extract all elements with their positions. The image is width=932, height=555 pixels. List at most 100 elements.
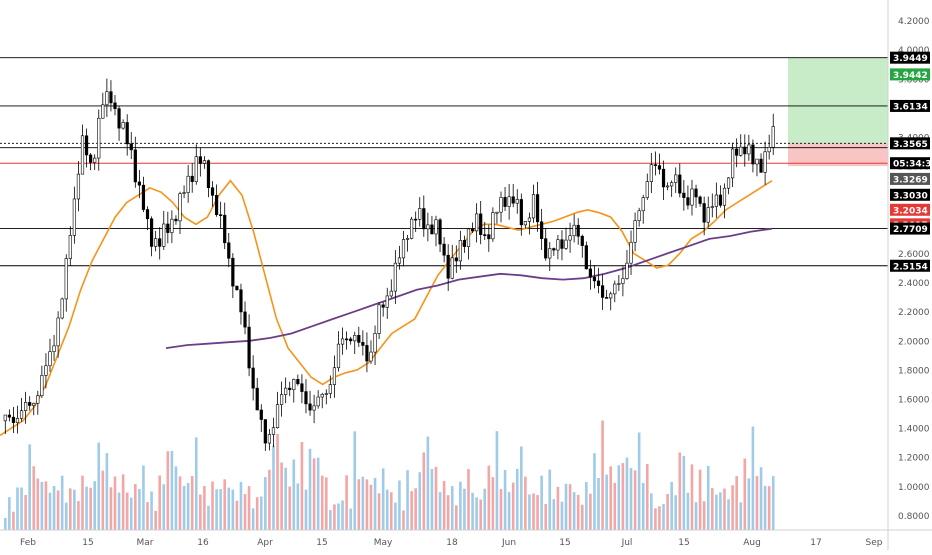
volume-bar bbox=[357, 479, 361, 530]
volume-bar bbox=[8, 497, 11, 530]
volume-bar bbox=[455, 505, 458, 530]
candle-up bbox=[40, 375, 44, 397]
y-tick-label: 1.4000 bbox=[898, 425, 930, 435]
x-tick-label: Jul bbox=[621, 538, 633, 548]
volume-bar bbox=[751, 426, 755, 530]
y-tick-label: 1.8000 bbox=[898, 366, 930, 376]
candle-down bbox=[141, 184, 146, 210]
volume-bar bbox=[223, 479, 227, 530]
candle-down bbox=[442, 243, 446, 256]
candle-down bbox=[251, 367, 255, 389]
volume-bar bbox=[150, 491, 153, 530]
candle-down bbox=[89, 154, 93, 163]
volume-bar bbox=[763, 485, 767, 530]
volume-bar bbox=[674, 495, 678, 530]
volume-bar bbox=[597, 477, 600, 530]
volume-bar bbox=[227, 487, 231, 530]
volume-bar bbox=[633, 470, 637, 530]
volume-bar bbox=[203, 486, 206, 530]
volume-bar bbox=[613, 482, 617, 530]
volume-bar bbox=[345, 475, 348, 530]
time-axis[interactable]: Feb 15 Mar 16 Apr 15 May 18 Jun 15 Jul 15 Aug 17 Sep bbox=[20, 538, 883, 548]
volume-bar bbox=[170, 450, 174, 530]
candle-down bbox=[109, 91, 113, 104]
volume-bar bbox=[341, 500, 344, 530]
candle-down bbox=[698, 196, 702, 204]
volume-bar bbox=[113, 476, 117, 530]
candle-down bbox=[145, 209, 150, 220]
candle-up bbox=[515, 199, 519, 204]
volume-bar bbox=[194, 437, 198, 530]
candle-down bbox=[718, 194, 723, 206]
price-label-text: 3.3269 bbox=[893, 175, 928, 185]
candle-down bbox=[166, 223, 170, 233]
candle-down bbox=[219, 214, 223, 216]
volume-bar bbox=[349, 508, 352, 530]
volume-bar bbox=[650, 493, 653, 530]
candle-up bbox=[645, 181, 649, 198]
candle-up bbox=[48, 351, 52, 367]
candle-up bbox=[162, 223, 166, 247]
volume-bar bbox=[337, 503, 340, 530]
volume-bar bbox=[715, 494, 718, 530]
price-label-text: 2.7709 bbox=[893, 225, 928, 235]
volume-bar bbox=[625, 457, 629, 530]
volume-bar bbox=[89, 487, 92, 530]
price-label-bg bbox=[890, 137, 930, 150]
price-label-bg bbox=[890, 68, 930, 81]
volume-bar bbox=[276, 433, 279, 530]
candle-up bbox=[710, 206, 714, 208]
volume-bar bbox=[333, 504, 336, 530]
volume-bar bbox=[731, 485, 734, 530]
volume-bar bbox=[199, 494, 202, 530]
volume-bar bbox=[686, 492, 690, 530]
volume-bar bbox=[629, 467, 633, 530]
candle-up bbox=[279, 394, 284, 405]
volume-bar bbox=[710, 488, 714, 530]
volume-bar bbox=[450, 486, 454, 530]
price-label-bg bbox=[890, 203, 930, 216]
volume-bar bbox=[182, 485, 186, 530]
candle-up bbox=[154, 238, 158, 247]
candle-down bbox=[11, 416, 16, 423]
candle-up bbox=[101, 104, 105, 119]
candle-up bbox=[178, 193, 182, 222]
candle-down bbox=[300, 383, 304, 392]
candle-down bbox=[210, 187, 215, 196]
volume-bar bbox=[621, 463, 625, 530]
volume-bar bbox=[495, 431, 499, 530]
y-tick-label: 1.0000 bbox=[898, 483, 930, 493]
candle-down bbox=[235, 285, 239, 291]
candle-up bbox=[665, 185, 670, 188]
volume-bar bbox=[85, 486, 88, 530]
x-tick-label: Sep bbox=[866, 538, 883, 548]
y-tick-label: 4.2000 bbox=[898, 17, 930, 27]
y-tick-label: 1.2000 bbox=[898, 454, 930, 464]
price-label-bg bbox=[890, 259, 930, 272]
candle-down bbox=[422, 208, 426, 230]
candle-up bbox=[105, 91, 109, 106]
price-label-text: 2.5154 bbox=[893, 262, 928, 272]
volume-bar bbox=[60, 475, 64, 530]
volume-bar bbox=[507, 492, 511, 530]
candle-up bbox=[405, 238, 410, 240]
volume-bar bbox=[459, 481, 462, 530]
candle-down bbox=[129, 143, 133, 151]
candle-up bbox=[170, 218, 174, 233]
volume-bar bbox=[20, 487, 23, 530]
candle-down bbox=[247, 326, 251, 369]
candle-up bbox=[369, 351, 373, 362]
candle-up bbox=[633, 220, 637, 243]
candle-down bbox=[259, 409, 263, 420]
candle-down bbox=[304, 391, 308, 405]
candle-down bbox=[535, 194, 540, 223]
candle-up bbox=[641, 197, 645, 212]
volume-bar bbox=[28, 444, 31, 530]
volume-bar bbox=[190, 476, 194, 530]
price-label-bg bbox=[890, 157, 930, 170]
candle-up bbox=[292, 379, 296, 390]
volume-bar bbox=[410, 491, 413, 530]
candle-down bbox=[596, 280, 601, 286]
